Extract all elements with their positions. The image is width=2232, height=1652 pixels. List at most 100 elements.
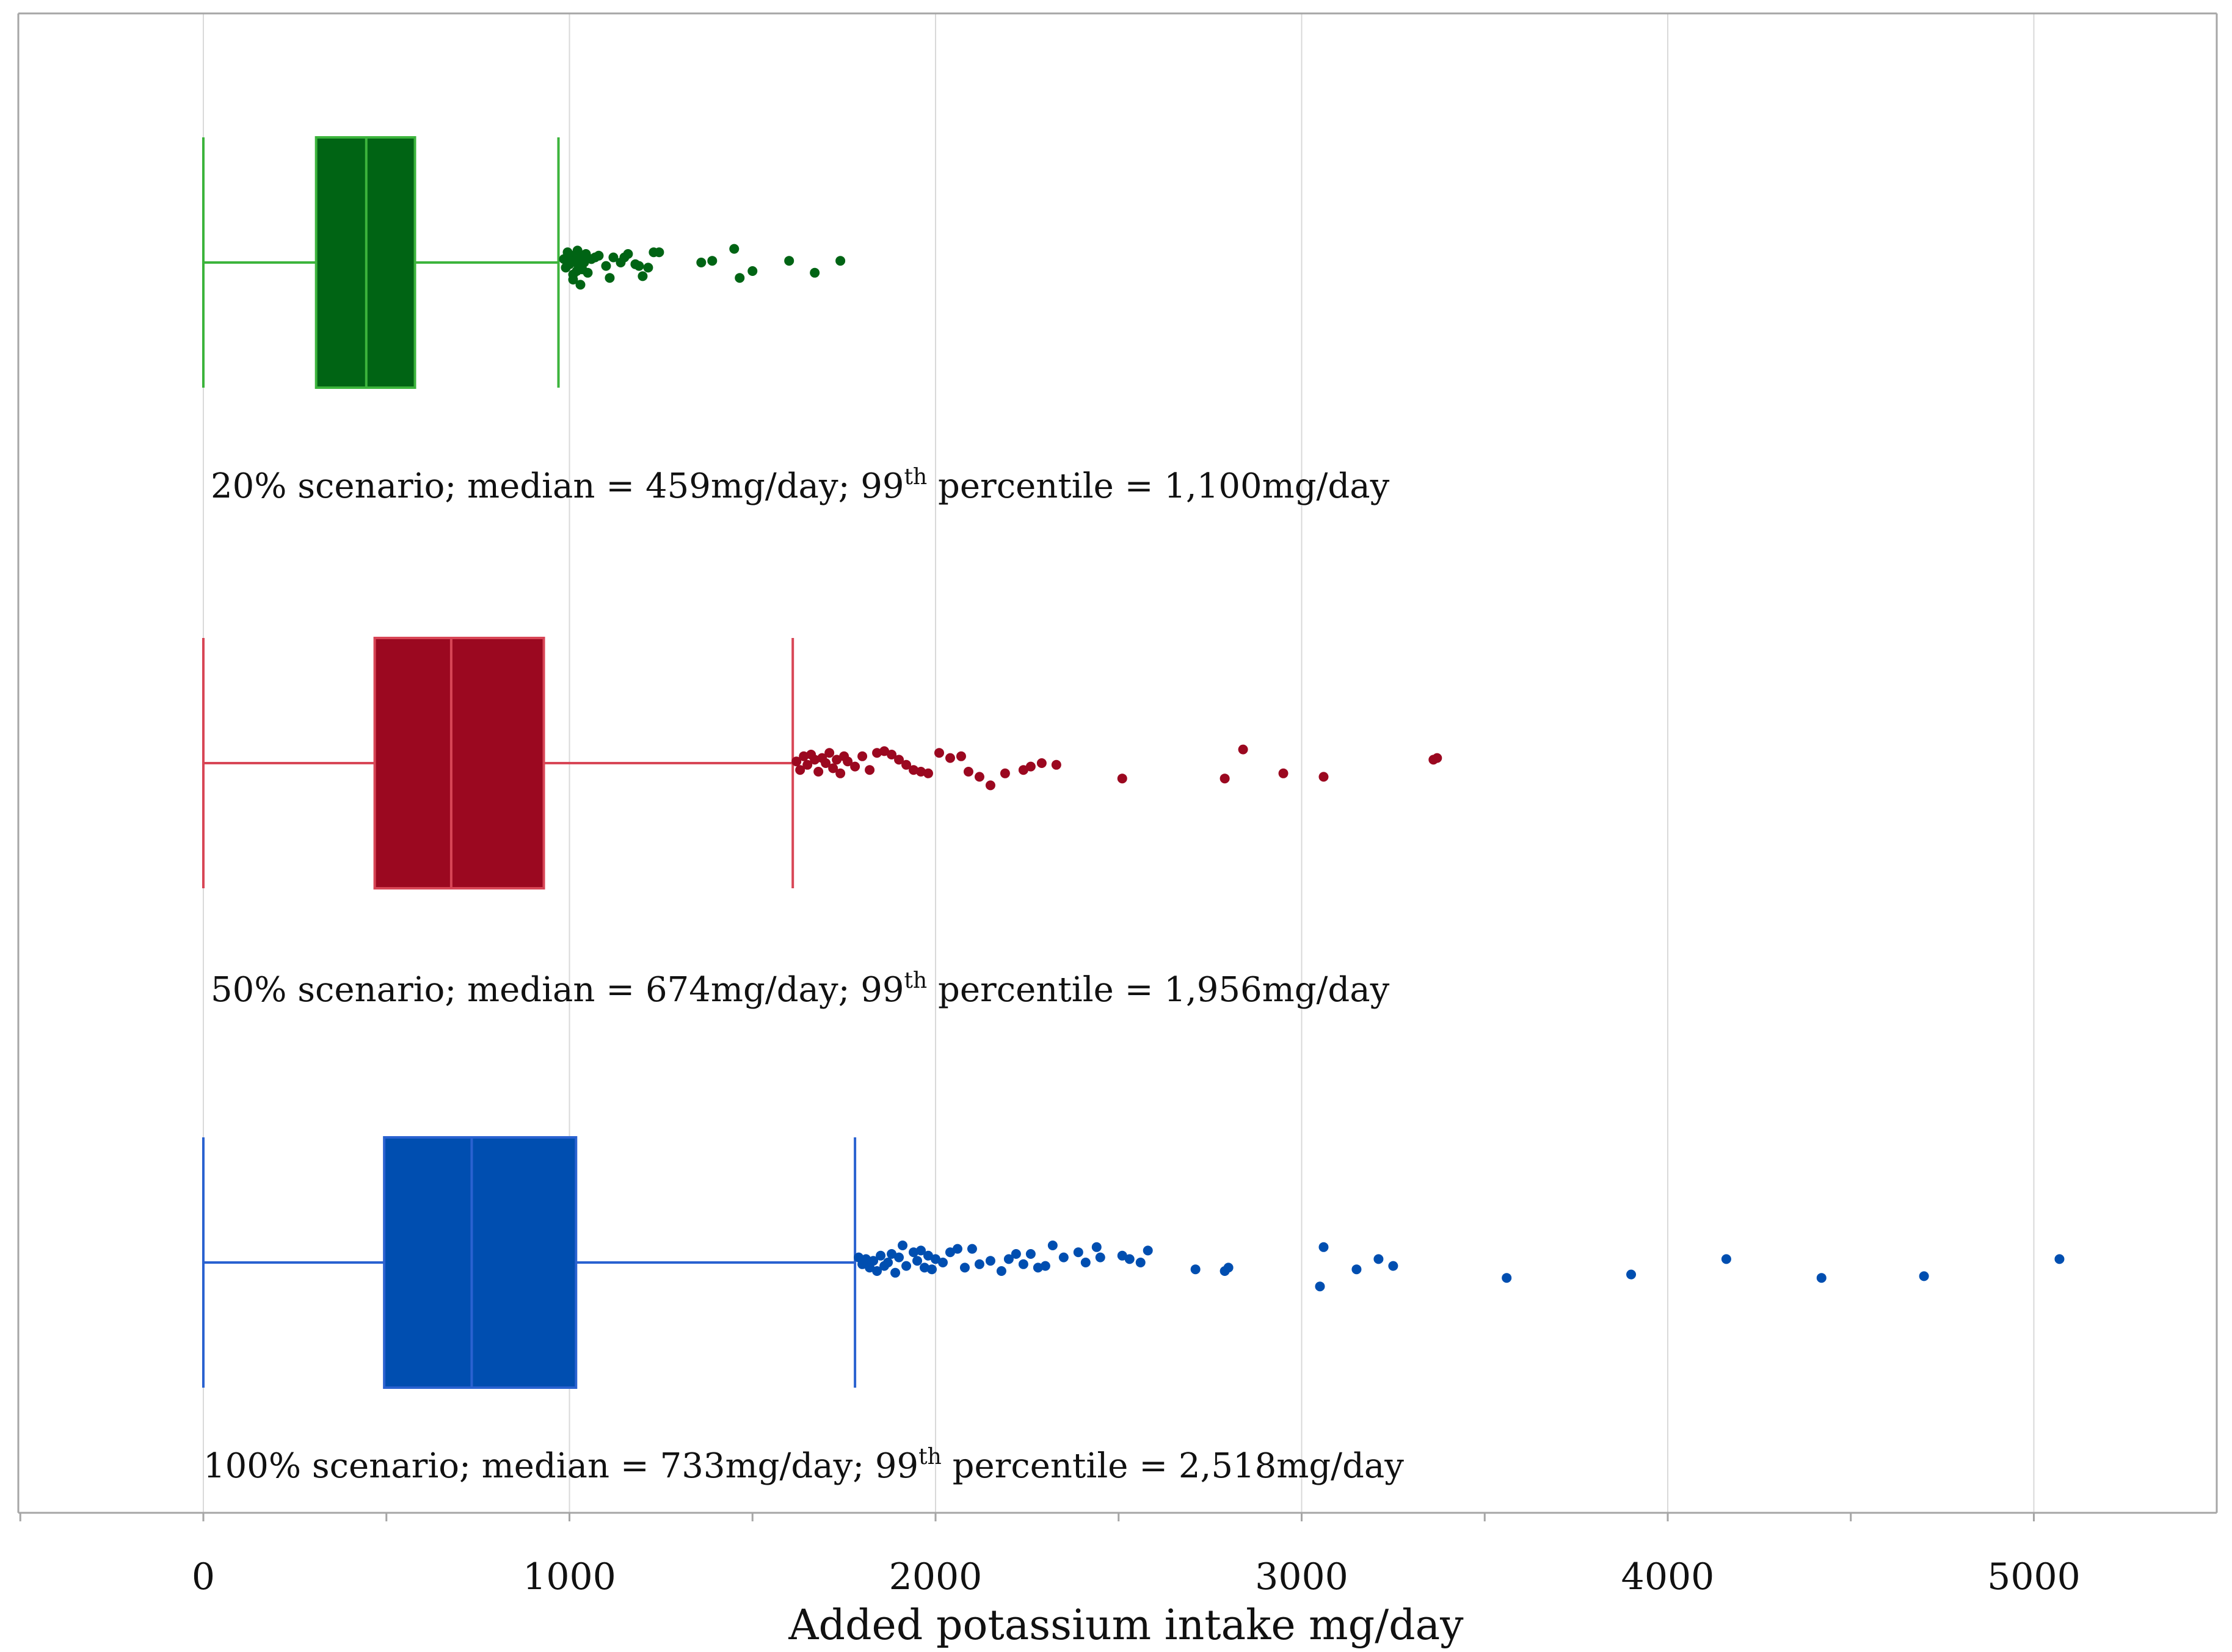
outlier-point — [1124, 1254, 1135, 1264]
outlier-point — [879, 746, 890, 756]
outlier-point — [821, 758, 831, 768]
outlier-point — [802, 759, 813, 770]
outlier-point — [923, 768, 934, 778]
outlier-point — [857, 751, 868, 761]
outlier-point — [1033, 1263, 1043, 1273]
outlier-point — [916, 1245, 926, 1256]
outlier-point — [1011, 1249, 1021, 1259]
outlier-point — [643, 263, 653, 273]
x-tick-labels: 0 1000 2000 3000 4000 5000 — [192, 1556, 2081, 1598]
outlier-point — [1018, 1259, 1028, 1269]
iqr-box — [383, 1136, 578, 1389]
outlier-point — [735, 273, 745, 283]
outlier-point — [1721, 1254, 1731, 1264]
x-tick-label-3000: 3000 — [1255, 1556, 1348, 1598]
x-tick-label-2000: 2000 — [889, 1556, 983, 1598]
outlier-point — [1091, 1242, 1102, 1252]
outlier-point — [985, 1256, 995, 1266]
outlier-point — [601, 261, 611, 271]
outlier-point — [1626, 1269, 1637, 1280]
outlier-point — [835, 256, 846, 266]
outlier-point — [605, 273, 615, 283]
outlier-point — [883, 1258, 893, 1267]
outlier-point — [828, 763, 838, 773]
outlier-point — [832, 755, 842, 765]
outlier-point — [894, 1252, 904, 1263]
outlier-point — [901, 759, 912, 770]
outlier-point — [638, 271, 648, 281]
outlier-point — [824, 748, 835, 758]
outlier-point — [568, 275, 578, 284]
x-axis-title: Added potassium intake mg/day — [788, 1601, 1464, 1650]
outlier-point — [583, 267, 593, 278]
outlier-point — [868, 1256, 879, 1266]
outlier-point — [1223, 1263, 1234, 1273]
outlier-point — [931, 1254, 940, 1264]
outlier-point — [945, 753, 955, 763]
outlier-point — [1040, 1261, 1050, 1271]
x-tick-label-1000: 1000 — [523, 1556, 616, 1598]
outlier-point — [747, 266, 758, 276]
outlier-point — [696, 258, 707, 267]
outlier-point — [1388, 1261, 1398, 1271]
outlier-point — [1919, 1271, 1929, 1281]
outlier-point — [1238, 744, 1248, 755]
series-1: 50% scenario; median = 674mg/day; 99th p… — [202, 637, 1442, 1010]
outlier-point — [707, 256, 718, 266]
outlier-point — [810, 755, 820, 765]
outlier-point — [872, 748, 882, 758]
series-annotation: 50% scenario; median = 674mg/day; 99th p… — [211, 968, 1390, 1010]
x-tick-label-4000: 4000 — [1621, 1556, 1715, 1598]
outlier-point — [1190, 1264, 1201, 1275]
outlier-point — [1220, 773, 1230, 784]
outlier-point — [608, 252, 619, 263]
outlier-point — [927, 1264, 937, 1275]
outlier-point — [887, 750, 897, 759]
outlier-point — [1816, 1273, 1827, 1283]
outlier-point — [912, 1256, 923, 1266]
outlier-point — [729, 244, 740, 254]
outlier-point — [1432, 753, 1442, 763]
outlier-point — [967, 1244, 977, 1254]
outlier-point — [959, 1263, 970, 1273]
outlier-point — [909, 765, 919, 775]
plot-frame — [17, 12, 2218, 1521]
outlier-point — [937, 1258, 948, 1267]
outlier-point — [1000, 768, 1010, 778]
iqr-box — [373, 637, 545, 889]
outlier-point — [1073, 1247, 1083, 1258]
outlier-point — [1058, 1252, 1069, 1263]
outlier-point — [1018, 765, 1028, 775]
outlier-point — [1143, 1245, 1153, 1256]
outlier-point — [791, 756, 802, 767]
outlier-point — [876, 1250, 886, 1261]
outlier-point — [1318, 1242, 1329, 1252]
outlier-point — [1036, 758, 1047, 768]
outlier-point — [795, 765, 805, 775]
outlier-point — [799, 751, 809, 761]
series-annotation: 100% scenario; median = 733mg/day; 99th … — [203, 1444, 1404, 1486]
outlier-point — [894, 755, 904, 765]
outlier-point — [1080, 1258, 1091, 1267]
x-tick-label-0: 0 — [192, 1556, 215, 1598]
outlier-point — [784, 256, 794, 266]
outlier-point — [590, 252, 600, 263]
outlier-point — [887, 1249, 897, 1259]
outlier-point — [1373, 1254, 1384, 1264]
series-2: 100% scenario; median = 733mg/day; 99th … — [202, 1136, 2065, 1486]
outlier-point — [1117, 773, 1127, 784]
outlier-point — [974, 772, 984, 782]
outlier-point — [985, 780, 995, 791]
outlier-point — [1095, 1252, 1105, 1263]
outlier-point — [835, 768, 846, 778]
outlier-point — [1278, 768, 1289, 778]
outlier-point — [1351, 1264, 1362, 1275]
outlier-point — [579, 258, 589, 267]
outlier-point — [2054, 1254, 2065, 1264]
outlier-point — [1135, 1258, 1146, 1267]
outlier-point — [861, 1254, 871, 1264]
outlier-point — [956, 751, 966, 761]
outlier-point — [1502, 1273, 1512, 1283]
outlier-point — [952, 1244, 962, 1254]
outlier-point — [1051, 759, 1061, 770]
